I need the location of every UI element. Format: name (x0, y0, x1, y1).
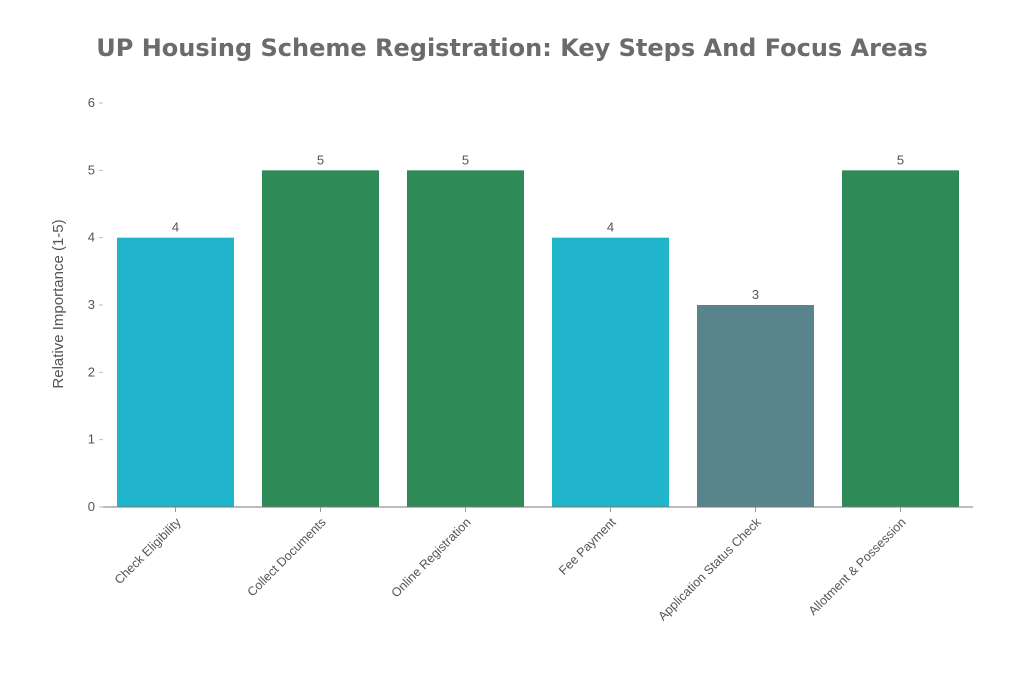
x-tick-label: Online Registration (389, 515, 474, 600)
chart-title: UP Housing Scheme Registration: Key Step… (96, 34, 928, 62)
bar-3 (407, 170, 524, 508)
y-tick-label: 0 (88, 499, 95, 514)
y-tick-label: 1 (88, 432, 95, 447)
data-label: 5 (317, 152, 324, 167)
y-tick-label: 5 (88, 162, 95, 177)
x-tick-label: Application Status Check (655, 515, 764, 624)
x-tick-label: Collect Documents (245, 515, 329, 599)
data-labels: 4 5 5 4 3 5 (172, 152, 904, 302)
data-label: 5 (897, 152, 904, 167)
y-tick-label: 4 (88, 230, 95, 245)
bar-5 (697, 305, 814, 507)
bar-6 (842, 170, 959, 508)
x-axis: Check Eligibility Collect Documents Online… (103, 506, 973, 624)
y-axis-label: Relative Importance (1-5) (50, 219, 67, 388)
bars (117, 170, 959, 508)
data-label: 4 (607, 220, 614, 235)
data-label: 4 (172, 220, 179, 235)
y-tick-label: 6 (88, 95, 95, 110)
y-tick-label: 2 (88, 364, 95, 379)
y-tick-label: 3 (88, 297, 95, 312)
bar-4 (552, 237, 669, 507)
data-label: 5 (462, 152, 469, 167)
x-tick-label: Check Eligibility (112, 515, 184, 587)
x-tick-label: Fee Payment (556, 515, 619, 578)
bar-2 (262, 170, 379, 508)
data-label: 3 (752, 287, 759, 302)
bar-1 (117, 237, 234, 507)
y-axis: 0 1 2 3 4 5 6 (88, 95, 103, 514)
x-tick-label: Allotment & Possession (806, 515, 909, 618)
